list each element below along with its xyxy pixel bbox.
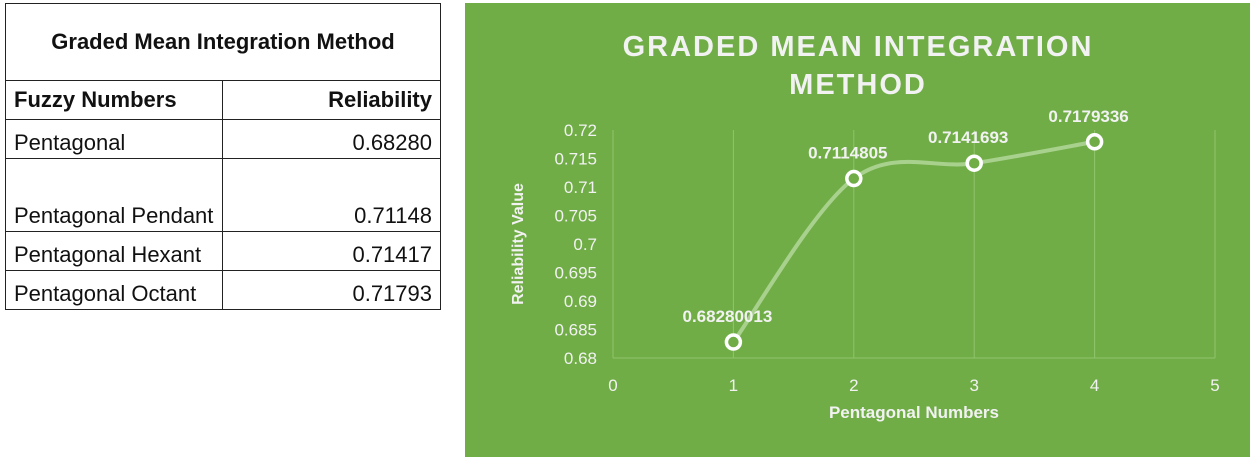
chart-background — [465, 3, 1250, 457]
cell: Pentagonal — [5, 119, 223, 159]
y-tick-label: 0.705 — [554, 207, 597, 226]
x-tick-label: 3 — [969, 376, 978, 395]
data-point — [845, 169, 863, 188]
row: Pentagonal Pendant 0.71148 — [5, 158, 441, 232]
y-axis-label: Reliability Value — [510, 183, 527, 305]
row: Pentagonal Octant 0.71793 — [5, 270, 441, 310]
x-tick-label: 5 — [1210, 376, 1219, 395]
header-cell: Fuzzy Numbers — [5, 80, 223, 120]
header-cell: Reliability — [222, 80, 441, 120]
title-row: Graded Mean Integration Method — [5, 3, 441, 81]
x-tick-label: 4 — [1090, 376, 1099, 395]
data-table: Graded Mean Integration Method Fuzzy Num… — [5, 3, 441, 310]
y-tick-label: 0.7 — [573, 235, 597, 254]
chart-title: GRADED MEAN INTEGRATION METHOD — [623, 31, 1094, 101]
y-tick-label: 0.68 — [564, 349, 597, 368]
cell: 0.71148 — [222, 158, 441, 232]
x-axis-label: Pentagonal Numbers — [829, 403, 999, 422]
row: Pentagonal 0.68280 — [5, 119, 441, 159]
data-point — [965, 154, 983, 172]
y-tick-label: 0.715 — [554, 150, 597, 169]
data-label: 0.7141693 — [928, 128, 1008, 147]
row: Pentagonal Hexant 0.71417 — [5, 231, 441, 271]
cell: Pentagonal Hexant — [5, 231, 223, 271]
header-row: Fuzzy Numbers Reliability — [5, 80, 441, 120]
data-label: 0.7114805 — [808, 144, 887, 163]
y-tick-label: 0.71 — [564, 178, 597, 197]
cell: Pentagonal Pendant — [5, 158, 223, 232]
cell: 0.71417 — [222, 231, 441, 271]
series-line — [731, 139, 1095, 344]
data-point — [724, 333, 743, 351]
chart: GRADED MEAN INTEGRATION METHOD 0.68 0.685 0.… — [465, 3, 1250, 457]
y-tick-label: 0.69 — [564, 292, 597, 311]
x-tick-label: 0 — [608, 376, 617, 395]
cell: Pentagonal Octant — [5, 270, 223, 310]
data-label: 0.7179336 — [1048, 107, 1128, 126]
y-tick-label: 0.685 — [554, 321, 597, 340]
data-point — [1085, 133, 1104, 151]
y-tick-label: 0.695 — [554, 264, 597, 283]
x-tick-label: 2 — [849, 376, 858, 395]
y-tick-label: 0.72 — [564, 121, 597, 140]
table-title: Graded Mean Integration Method — [5, 3, 441, 81]
cell: 0.71793 — [222, 270, 441, 310]
cell: 0.68280 — [222, 119, 441, 159]
x-tick-label: 1 — [729, 376, 738, 395]
data-label: 0.68280013 — [682, 307, 772, 326]
